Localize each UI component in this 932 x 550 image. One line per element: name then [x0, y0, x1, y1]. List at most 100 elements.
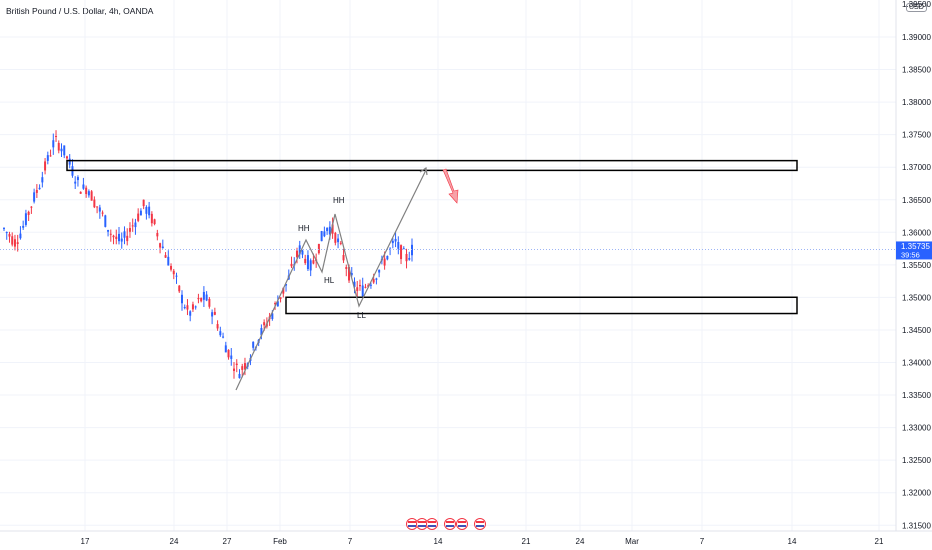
time-tick-label: 14: [434, 537, 443, 546]
candle-body: [30, 206, 33, 208]
flag-us-icon[interactable]: [426, 518, 438, 530]
candle-body: [98, 207, 101, 212]
candle-body: [241, 366, 244, 370]
candle-body: [137, 213, 140, 221]
symbol-title[interactable]: British Pound / U.S. Dollar, 4h, OANDA: [6, 6, 154, 16]
annotation-ll[interactable]: LL: [357, 311, 366, 320]
candle-body: [356, 287, 359, 292]
candle-body: [3, 228, 5, 230]
supply-zone-rect[interactable]: [66, 159, 798, 172]
annotation-hh-2[interactable]: HH: [333, 196, 345, 205]
candle-body: [367, 285, 370, 287]
candle-body: [49, 155, 52, 157]
price-tick-label: 1.33500: [902, 391, 931, 400]
zigzag-path[interactable]: [235, 169, 427, 391]
candle-body: [159, 243, 162, 248]
annotation-hl[interactable]: HL: [324, 276, 335, 285]
candle-body: [233, 368, 236, 371]
candle-body: [96, 206, 99, 208]
price-tick-label: 1.31500: [902, 521, 931, 530]
flag-us-icon[interactable]: [406, 518, 418, 530]
current-price-badge: [896, 241, 932, 260]
candle-body: [150, 213, 153, 224]
candle-body: [172, 270, 175, 275]
time-tick-label: 27: [223, 537, 232, 546]
zigzag-arrowhead: [419, 166, 428, 176]
candle-body: [170, 265, 173, 270]
candle-body: [342, 254, 345, 261]
candle-body: [339, 242, 342, 244]
currency-badge[interactable]: USD: [906, 3, 927, 12]
candle-body: [328, 226, 331, 235]
candle-body: [320, 231, 323, 242]
candle-body: [189, 311, 192, 316]
candle-body: [115, 236, 118, 240]
candle-body: [213, 311, 216, 315]
candle-body: [364, 286, 367, 288]
projection-arrow[interactable]: [442, 168, 459, 204]
candle-body: [46, 155, 49, 161]
price-tick-label: 1.38500: [902, 66, 931, 75]
candle-body: [276, 301, 279, 307]
candle-body: [411, 244, 413, 256]
candle-body: [142, 199, 145, 207]
candle-body: [19, 233, 22, 239]
candle-body: [304, 258, 307, 264]
candle-body: [298, 245, 301, 255]
candle-body: [178, 285, 181, 292]
candle-body: [145, 207, 148, 214]
flag-uk-icon[interactable]: [416, 518, 428, 530]
candle-body: [101, 212, 104, 214]
candle-body: [216, 324, 219, 329]
price-tick-label: 1.36000: [902, 228, 931, 237]
candle-body: [76, 177, 79, 181]
price-tick-label: 1.36500: [902, 196, 931, 205]
candle-body: [11, 236, 14, 245]
candle-body: [202, 291, 205, 300]
candle-body: [372, 279, 375, 283]
candle-body: [126, 235, 129, 242]
candle-body: [350, 272, 353, 276]
candle-body: [8, 234, 11, 237]
candle-body: [191, 304, 194, 310]
demand-zone-rect[interactable]: [285, 296, 798, 315]
candle-body: [274, 302, 277, 305]
candle-body: [60, 148, 63, 152]
flag-uk-icon[interactable]: [474, 518, 486, 530]
price-tick-label: 1.35000: [902, 293, 931, 302]
candle-body: [386, 255, 389, 260]
candle-body: [82, 184, 85, 189]
candle-body: [16, 242, 19, 245]
candle-body: [369, 284, 372, 286]
time-tick-label: Mar: [625, 537, 639, 546]
candle-body: [358, 284, 361, 287]
candle-body: [131, 225, 134, 227]
flag-us-icon[interactable]: [444, 518, 456, 530]
candle-countdown: 39:56: [901, 250, 920, 259]
price-tick-label: 1.32000: [902, 489, 931, 498]
candle-body: [282, 287, 285, 294]
candle-body: [68, 158, 71, 165]
candle-body: [312, 260, 315, 264]
candle-body: [208, 298, 211, 307]
candle-body: [279, 297, 282, 299]
candle-body: [252, 341, 255, 348]
flag-uk-icon[interactable]: [456, 518, 468, 530]
candle-body: [224, 345, 227, 353]
current-price-value: 1.35735: [901, 242, 930, 251]
candle-body: [345, 267, 348, 269]
price-tick-label: 1.34000: [902, 359, 931, 368]
candle-body: [41, 177, 44, 183]
candle-body: [93, 199, 96, 208]
candle-body: [200, 298, 203, 302]
candle-body: [285, 284, 288, 286]
candle-body: [375, 278, 378, 280]
candle-body: [74, 181, 77, 184]
candle-body: [378, 269, 381, 273]
candle-body: [238, 373, 241, 379]
candle-body: [361, 285, 364, 297]
annotation-hh-1[interactable]: HH: [298, 224, 310, 233]
candle-body: [222, 336, 225, 338]
candle-body: [227, 349, 230, 358]
